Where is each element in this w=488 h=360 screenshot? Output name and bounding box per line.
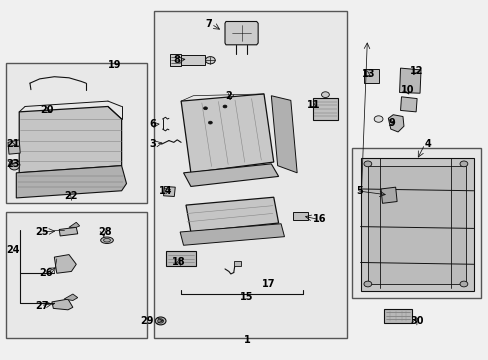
Polygon shape bbox=[399, 68, 420, 93]
Circle shape bbox=[205, 57, 215, 64]
Polygon shape bbox=[185, 197, 278, 232]
Circle shape bbox=[459, 281, 467, 287]
Circle shape bbox=[363, 281, 371, 287]
Text: 23: 23 bbox=[6, 159, 20, 169]
Text: 21: 21 bbox=[6, 139, 20, 149]
Circle shape bbox=[373, 116, 382, 122]
FancyBboxPatch shape bbox=[233, 261, 240, 266]
FancyBboxPatch shape bbox=[367, 166, 466, 284]
Circle shape bbox=[223, 105, 226, 108]
Text: 12: 12 bbox=[409, 66, 423, 76]
Text: 19: 19 bbox=[108, 59, 121, 69]
Text: 24: 24 bbox=[6, 245, 20, 255]
Polygon shape bbox=[54, 255, 76, 273]
Text: 26: 26 bbox=[40, 268, 53, 278]
Text: 28: 28 bbox=[98, 227, 112, 237]
Text: 22: 22 bbox=[64, 191, 78, 201]
Text: 15: 15 bbox=[240, 292, 253, 302]
Polygon shape bbox=[224, 22, 258, 45]
Text: 9: 9 bbox=[387, 118, 394, 128]
Text: 13: 13 bbox=[361, 69, 374, 79]
FancyBboxPatch shape bbox=[5, 63, 147, 203]
FancyBboxPatch shape bbox=[166, 251, 195, 266]
Polygon shape bbox=[52, 299, 73, 310]
Text: 20: 20 bbox=[41, 105, 54, 115]
Polygon shape bbox=[380, 187, 396, 203]
FancyBboxPatch shape bbox=[383, 309, 411, 323]
Text: 30: 30 bbox=[409, 316, 423, 325]
FancyBboxPatch shape bbox=[312, 98, 337, 120]
Polygon shape bbox=[400, 97, 416, 112]
Text: 1: 1 bbox=[243, 335, 250, 345]
Polygon shape bbox=[163, 186, 175, 197]
FancyBboxPatch shape bbox=[5, 212, 147, 338]
Ellipse shape bbox=[9, 160, 20, 170]
Circle shape bbox=[321, 92, 329, 98]
Polygon shape bbox=[180, 224, 284, 245]
Text: 27: 27 bbox=[35, 301, 48, 311]
FancyBboxPatch shape bbox=[360, 158, 473, 291]
Polygon shape bbox=[387, 115, 403, 132]
FancyBboxPatch shape bbox=[154, 12, 346, 338]
Circle shape bbox=[208, 121, 212, 124]
Polygon shape bbox=[271, 96, 297, 173]
Polygon shape bbox=[59, 227, 78, 236]
Polygon shape bbox=[16, 166, 126, 198]
Text: 6: 6 bbox=[149, 120, 156, 129]
Polygon shape bbox=[69, 222, 80, 227]
Polygon shape bbox=[181, 94, 273, 173]
FancyBboxPatch shape bbox=[351, 148, 480, 298]
Circle shape bbox=[459, 161, 467, 167]
Text: 2: 2 bbox=[224, 91, 231, 101]
Text: 3: 3 bbox=[149, 139, 156, 149]
Polygon shape bbox=[19, 107, 122, 173]
Circle shape bbox=[158, 319, 163, 323]
Text: 7: 7 bbox=[205, 19, 212, 29]
Ellipse shape bbox=[103, 238, 110, 242]
Text: 4: 4 bbox=[424, 139, 431, 149]
Polygon shape bbox=[8, 140, 20, 154]
Text: 16: 16 bbox=[312, 215, 325, 224]
Text: 8: 8 bbox=[173, 55, 180, 65]
Text: 29: 29 bbox=[140, 316, 153, 325]
FancyBboxPatch shape bbox=[170, 54, 181, 66]
Text: 14: 14 bbox=[159, 186, 172, 196]
Text: 10: 10 bbox=[400, 85, 413, 95]
Text: 5: 5 bbox=[356, 186, 363, 196]
Polygon shape bbox=[183, 164, 278, 186]
FancyBboxPatch shape bbox=[363, 69, 378, 83]
Ellipse shape bbox=[101, 237, 113, 243]
FancyBboxPatch shape bbox=[293, 212, 307, 220]
Text: 25: 25 bbox=[35, 227, 48, 237]
FancyBboxPatch shape bbox=[181, 55, 204, 65]
Text: 17: 17 bbox=[261, 279, 275, 289]
Text: 11: 11 bbox=[306, 100, 320, 110]
Circle shape bbox=[155, 317, 165, 325]
Circle shape bbox=[203, 107, 207, 110]
Circle shape bbox=[363, 161, 371, 167]
Text: 18: 18 bbox=[172, 257, 185, 267]
Polygon shape bbox=[64, 294, 78, 301]
